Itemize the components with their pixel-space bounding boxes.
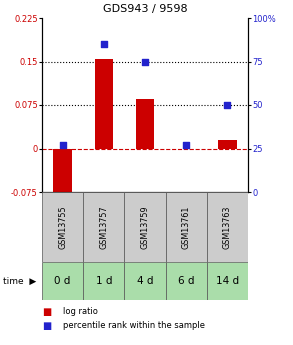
Text: 6 d: 6 d [178, 276, 195, 286]
Bar [218, 140, 237, 148]
Bar [166, 262, 207, 300]
Text: GSM13757: GSM13757 [99, 205, 108, 249]
Point [184, 142, 188, 148]
Bar [95, 59, 113, 148]
Text: ■: ■ [42, 307, 51, 317]
Text: 1 d: 1 d [96, 276, 112, 286]
Bar [125, 192, 166, 262]
Bar [42, 192, 83, 262]
Bar [83, 192, 125, 262]
Text: GSM13763: GSM13763 [223, 205, 232, 249]
Point [60, 142, 65, 148]
Bar [207, 192, 248, 262]
Bar [53, 148, 72, 207]
Text: 0 d: 0 d [54, 276, 71, 286]
Text: GSM13761: GSM13761 [182, 205, 191, 249]
Text: time  ▶: time ▶ [3, 276, 36, 286]
Bar [83, 262, 125, 300]
Point [143, 59, 147, 64]
Bar [125, 262, 166, 300]
Text: 14 d: 14 d [216, 276, 239, 286]
Title: GDS943 / 9598: GDS943 / 9598 [103, 4, 187, 14]
Text: log ratio: log ratio [62, 307, 97, 316]
Bar [42, 262, 83, 300]
Text: ■: ■ [42, 321, 51, 331]
Bar [207, 262, 248, 300]
Text: GSM13755: GSM13755 [58, 205, 67, 249]
Text: percentile rank within the sample: percentile rank within the sample [62, 322, 205, 331]
Text: 4 d: 4 d [137, 276, 153, 286]
Point [101, 41, 106, 47]
Point [225, 102, 230, 108]
Bar [136, 99, 154, 148]
Text: GSM13759: GSM13759 [141, 205, 149, 249]
Bar [166, 192, 207, 262]
